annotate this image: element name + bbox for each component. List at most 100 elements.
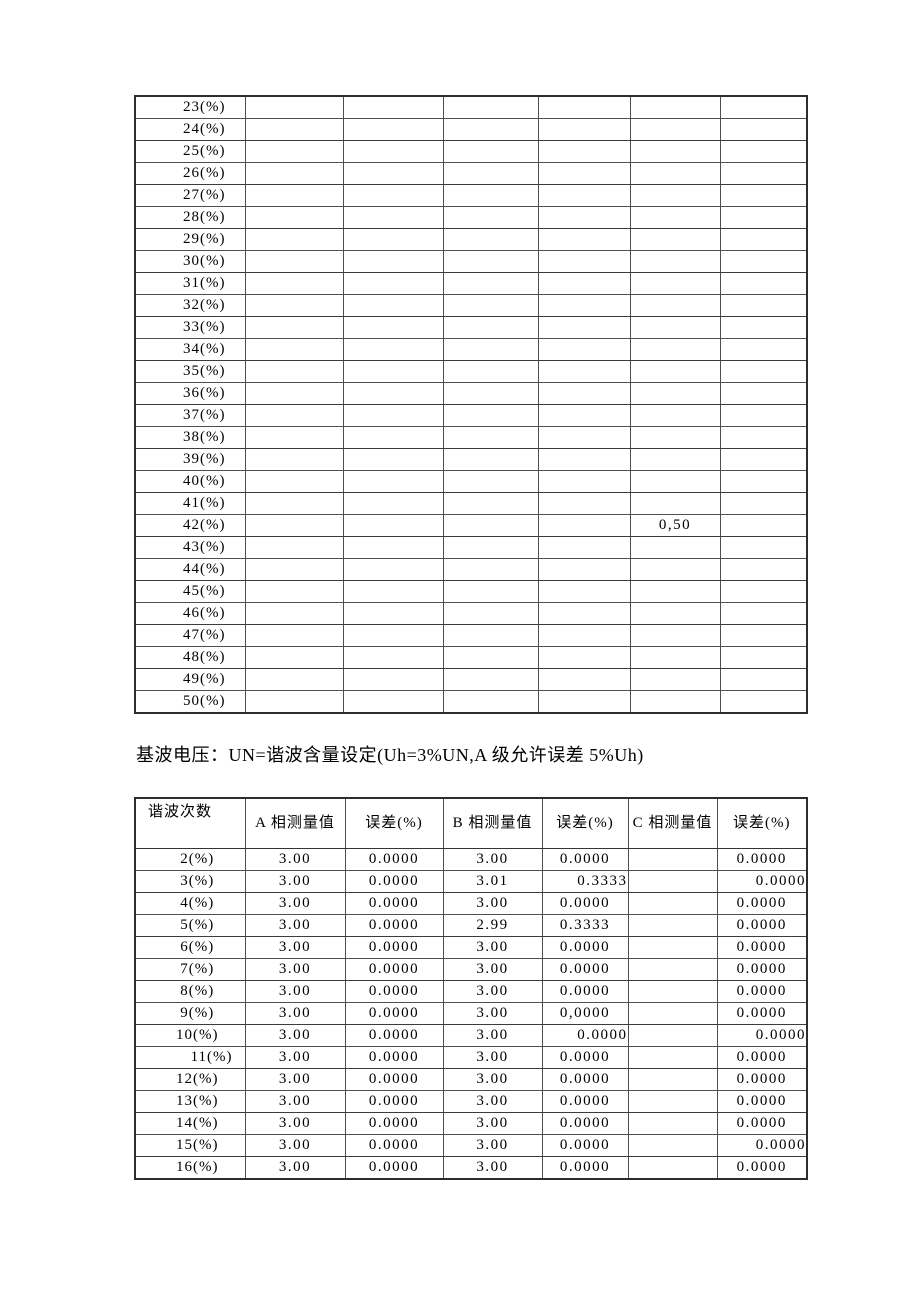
column-header-harmonic-order: 谐波次数 — [134, 797, 246, 849]
table-row: 25(%) — [134, 140, 808, 163]
table-row: 34(%) — [134, 338, 808, 361]
value-cell: 0.3333 — [541, 914, 629, 937]
value-cell: 0.0000 — [716, 1134, 808, 1157]
value-cell — [719, 536, 808, 559]
row-label-cell: 3(%) — [134, 870, 246, 893]
table-row: 11(%) 3.00 0.0000 3.00 0.0000 0.0000 — [134, 1046, 808, 1069]
value-cell — [442, 162, 539, 185]
value-cell — [629, 624, 721, 647]
value-cell — [244, 624, 344, 647]
row-label-cell: 29(%) — [134, 228, 246, 251]
value-cell — [627, 1002, 718, 1025]
value-cell — [629, 250, 721, 273]
value-cell — [719, 228, 808, 251]
value-cell — [342, 602, 444, 625]
value-cell: 0.0000 — [716, 1024, 808, 1047]
value-cell — [244, 470, 344, 493]
value-cell — [342, 646, 444, 669]
value-cell: 3.00 — [244, 1112, 346, 1135]
value-cell — [627, 1046, 718, 1069]
value-cell: 0.0000 — [716, 1156, 808, 1180]
value-cell — [442, 228, 539, 251]
value-cell: 3.00 — [244, 914, 346, 937]
value-cell: 0.0000 — [344, 914, 444, 937]
value-cell — [719, 95, 808, 119]
harmonic-table-continuation: 23(%) 24(%) 25(%) 26(%) 27(%) 28(%) 29(%) 30(%)… — [134, 95, 808, 714]
value-cell: 3.00 — [442, 1046, 543, 1069]
value-cell: 0.0000 — [541, 1024, 629, 1047]
value-cell — [537, 690, 631, 714]
value-cell — [719, 668, 808, 691]
value-cell — [244, 492, 344, 515]
value-cell: 0.0000 — [344, 870, 444, 893]
value-cell — [629, 228, 721, 251]
value-cell: 0,0000 — [541, 1002, 629, 1025]
table-row: 16(%) 3.00 0.0000 3.00 0.0000 0.0000 — [134, 1156, 808, 1180]
row-label-cell: 25(%) — [134, 140, 246, 163]
header-row: 谐波次数 A 相测量值 误差(%) B 相测量值 误差(%) C 相测量值 误差… — [134, 797, 808, 849]
value-cell — [442, 426, 539, 449]
value-cell — [627, 914, 718, 937]
value-cell: 0.0000 — [541, 1156, 629, 1180]
value-cell: 3.00 — [442, 892, 543, 915]
row-label-cell: 32(%) — [134, 294, 246, 317]
value-cell — [244, 668, 344, 691]
value-cell — [442, 316, 539, 339]
table-row: 24(%) — [134, 118, 808, 141]
value-cell: 0.0000 — [344, 1112, 444, 1135]
value-cell — [342, 206, 444, 229]
value-cell — [719, 272, 808, 295]
value-cell — [627, 1156, 718, 1180]
value-cell: 3.00 — [442, 1156, 543, 1180]
value-cell: 3.00 — [244, 1090, 346, 1113]
value-cell — [629, 118, 721, 141]
row-label-cell: 2(%) — [134, 848, 246, 871]
value-cell — [629, 404, 721, 427]
table-row: 13(%) 3.00 0.0000 3.00 0.0000 0.0000 — [134, 1090, 808, 1113]
value-cell — [442, 360, 539, 383]
row-label-cell: 23(%) — [134, 95, 246, 119]
value-cell — [342, 272, 444, 295]
value-cell — [627, 1090, 718, 1113]
value-cell — [442, 536, 539, 559]
table-row: 14(%) 3.00 0.0000 3.00 0.0000 0.0000 — [134, 1112, 808, 1135]
row-label-cell: 38(%) — [134, 426, 246, 449]
row-label-cell: 10(%) — [134, 1024, 246, 1047]
value-cell: 3.00 — [244, 1134, 346, 1157]
value-cell — [537, 140, 631, 163]
harmonic-table-continuation-body: 23(%) 24(%) 25(%) 26(%) 27(%) 28(%) 29(%) 30(%)… — [134, 95, 808, 714]
value-cell — [442, 382, 539, 405]
row-label-cell: 45(%) — [134, 580, 246, 603]
value-cell — [627, 1068, 718, 1091]
value-cell: 3.00 — [442, 1090, 543, 1113]
row-label-cell: 35(%) — [134, 360, 246, 383]
value-cell: 0.0000 — [716, 892, 808, 915]
value-cell — [629, 140, 721, 163]
value-cell — [719, 162, 808, 185]
value-cell: 3.00 — [442, 980, 543, 1003]
value-cell: 3.00 — [442, 958, 543, 981]
value-cell — [537, 316, 631, 339]
row-label-cell: 13(%) — [134, 1090, 246, 1113]
value-cell: 3.00 — [442, 1024, 543, 1047]
value-cell — [629, 382, 721, 405]
value-cell: 0.0000 — [344, 1024, 444, 1047]
value-cell: 0.0000 — [344, 958, 444, 981]
value-cell — [244, 272, 344, 295]
column-header-phase-a-measured: A 相测量值 — [244, 797, 346, 849]
value-cell: 0.0000 — [716, 870, 808, 893]
table-row: 31(%) — [134, 272, 808, 295]
value-cell: 0.0000 — [344, 980, 444, 1003]
value-cell — [629, 492, 721, 515]
value-cell: 0.0000 — [344, 1068, 444, 1091]
value-cell: 3.00 — [442, 1068, 543, 1091]
harmonic-measurement-table: 谐波次数 A 相测量值 误差(%) B 相测量值 误差(%) C 相测量值 误差… — [134, 797, 808, 1180]
value-cell: 3.00 — [244, 980, 346, 1003]
value-cell — [442, 118, 539, 141]
value-cell — [629, 360, 721, 383]
value-cell: 0.0000 — [716, 848, 808, 871]
value-cell: 3.00 — [442, 936, 543, 959]
table-row: 8(%) 3.00 0.0000 3.00 0.0000 0.0000 — [134, 980, 808, 1003]
value-cell — [537, 624, 631, 647]
